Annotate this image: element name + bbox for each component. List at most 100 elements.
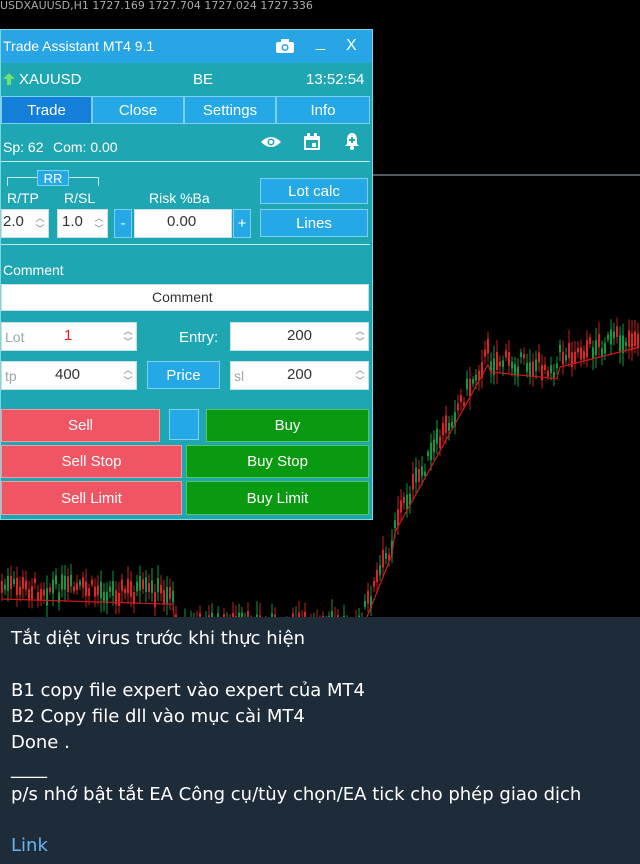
candle-body: [580, 347, 582, 359]
candle-body: [622, 335, 624, 353]
sell-button[interactable]: Sell: [1, 409, 160, 442]
candle-body: [430, 443, 432, 460]
candle-body: [442, 423, 444, 436]
candle-body: [601, 348, 603, 357]
candle-body: [100, 582, 102, 599]
lot-calc-button[interactable]: Lot calc: [260, 178, 368, 204]
panel-title: Trade Assistant MT4 9.1: [3, 38, 154, 54]
buy-button[interactable]: Buy: [206, 409, 369, 442]
camera-icon[interactable]: [275, 38, 295, 59]
candle-body: [586, 340, 588, 358]
rsl-input[interactable]: 1.0 ︿ ﹀: [57, 209, 108, 238]
tp-spinner[interactable]: ︿ ﹀: [123, 365, 133, 387]
candle-body: [367, 591, 369, 604]
rsl-spinner[interactable]: ︿ ﹀: [94, 213, 104, 235]
candle-body: [91, 580, 93, 585]
message-line: B1 copy file expert vào expert của MT4: [11, 680, 365, 701]
candle-body: [418, 469, 420, 482]
up-arrow-icon: [3, 72, 15, 90]
candle-body: [412, 474, 414, 490]
minimize-icon[interactable]: _: [316, 34, 325, 52]
candle-body: [172, 591, 174, 602]
sell-limit-button[interactable]: Sell Limit: [1, 481, 182, 515]
buy-stop-button[interactable]: Buy Stop: [186, 445, 369, 478]
divider: [1, 161, 370, 162]
candle-body: [148, 583, 150, 592]
candle-body: [82, 577, 84, 588]
candle-body: [496, 352, 498, 370]
candle-body: [436, 429, 438, 444]
sell-stop-button[interactable]: Sell Stop: [1, 445, 182, 478]
candle-body: [10, 576, 12, 589]
candle-body: [67, 576, 69, 592]
candle-body: [505, 350, 507, 357]
candle-body: [97, 585, 99, 595]
tp-input[interactable]: tp 400 ︿ ﹀: [1, 361, 137, 390]
calendar-icon[interactable]: [303, 133, 321, 156]
candle-body: [439, 436, 441, 448]
candle-body: [421, 466, 423, 476]
lines-button[interactable]: Lines: [260, 209, 368, 237]
candle-body: [499, 361, 501, 366]
candle-body: [154, 592, 156, 607]
candle-body: [427, 452, 429, 456]
rtp-input[interactable]: 2.0 ︿ ﹀: [1, 209, 49, 238]
candle-body: [28, 589, 30, 600]
candle-body: [169, 587, 171, 599]
candle-body: [166, 587, 168, 604]
message-line: Tắt diệt virus trước khi thực hiện: [11, 628, 305, 649]
rtp-spinner[interactable]: ︿ ﹀: [35, 213, 45, 235]
candle-body: [73, 587, 75, 592]
panel-titlebar[interactable]: Trade Assistant MT4 9.1 _ X: [1, 30, 372, 63]
candle-body: [127, 579, 129, 593]
entry-input[interactable]: 200 ︿ ﹀: [230, 322, 369, 351]
candle-body: [88, 588, 90, 596]
candle-body: [40, 589, 42, 599]
message-link[interactable]: Link: [11, 835, 48, 856]
comment-input[interactable]: Comment: [1, 284, 369, 311]
lot-input[interactable]: Lot 1 ︿ ﹀: [1, 322, 137, 351]
candle-body: [547, 371, 549, 377]
candle-body: [52, 580, 54, 594]
candle-body: [529, 362, 531, 376]
tab-close[interactable]: Close: [92, 96, 184, 124]
sl-spinner[interactable]: ︿ ﹀: [355, 365, 365, 387]
tab-settings[interactable]: Settings: [184, 96, 276, 124]
close-icon[interactable]: X: [346, 37, 357, 55]
divider: [1, 244, 370, 245]
tab-trade[interactable]: Trade: [1, 96, 92, 124]
candle-body: [160, 585, 162, 593]
candle-body: [406, 495, 408, 510]
candle-body: [130, 581, 132, 597]
candle-body: [502, 360, 504, 367]
rsl-label: R/SL: [64, 190, 95, 206]
risk-input[interactable]: 0.00: [134, 209, 232, 238]
candle-body: [112, 581, 114, 596]
message-line: ____: [11, 758, 47, 779]
candle-body: [532, 361, 534, 375]
side-toggle-button[interactable]: [169, 409, 199, 440]
eye-icon[interactable]: [260, 134, 282, 155]
price-button[interactable]: Price: [147, 361, 220, 389]
candle-body: [142, 579, 144, 589]
candle-body: [487, 339, 489, 354]
tab-info[interactable]: Info: [276, 96, 370, 124]
candle-body: [451, 422, 453, 428]
candle-body: [136, 582, 138, 592]
entry-spinner[interactable]: ︿ ﹀: [355, 326, 365, 348]
lot-spinner[interactable]: ︿ ﹀: [123, 326, 133, 348]
candle-body: [535, 359, 537, 371]
sl-input[interactable]: sl 200 ︿ ﹀: [230, 361, 369, 390]
buy-limit-button[interactable]: Buy Limit: [186, 481, 369, 515]
candle-body: [565, 355, 567, 361]
message-line: Done .: [11, 732, 70, 753]
rr-toggle-button[interactable]: RR: [37, 170, 69, 186]
trade-assistant-panel: Trade Assistant MT4 9.1 _ X XAUUSD BE 13…: [0, 29, 373, 520]
candle-body: [34, 578, 36, 583]
candle-body: [400, 500, 402, 512]
bell-alert-icon[interactable]: [343, 132, 361, 155]
candle-body: [43, 590, 45, 596]
risk-minus-button[interactable]: -: [114, 209, 132, 238]
candle-body: [562, 352, 564, 365]
risk-plus-button[interactable]: +: [233, 209, 251, 238]
